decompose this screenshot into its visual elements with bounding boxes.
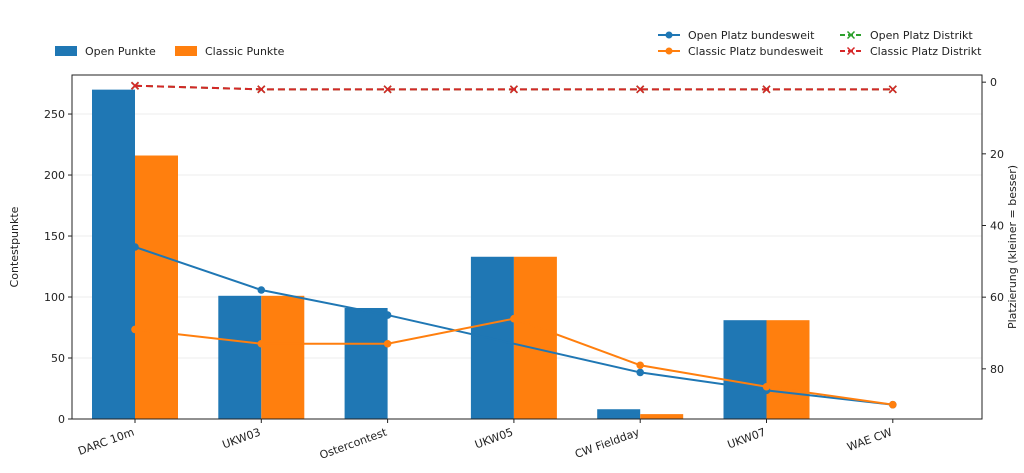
point-classic-platz-bundesweit <box>889 400 897 409</box>
point-classic-platz-bundesweit <box>131 325 139 334</box>
x-tick-label: DARC 10m <box>76 426 136 458</box>
bar-open-punkte <box>723 320 767 419</box>
point-classic-platz-distrikt <box>888 85 897 94</box>
plot-frame <box>71 74 983 420</box>
legend-swatch-open-punkte <box>55 46 77 56</box>
y2-tick-label: 60 <box>990 291 1004 304</box>
bar-open-punkte <box>218 295 262 419</box>
bar-classic-punkte <box>261 295 305 419</box>
legend-marker-classic-platz-distrikt <box>846 46 856 56</box>
bar-classic-punkte <box>513 256 557 419</box>
point-open-platz-bundesweit <box>636 368 644 377</box>
x-tick-label: CW Fieldday <box>573 425 642 461</box>
bar-open-punkte <box>92 89 135 419</box>
x-tick-label: UKW07 <box>726 426 768 452</box>
x-tick-label: UKW05 <box>473 426 515 452</box>
bar-classic-punkte <box>135 155 178 420</box>
legend-label-open-platz-distrikt: Open Platz Distrikt <box>870 29 973 42</box>
point-classic-platz-bundesweit <box>762 382 771 391</box>
point-classic-platz-distrikt <box>636 85 645 94</box>
point-open-platz-bundesweit <box>383 311 392 319</box>
legend-label-open-platz-bundesweit: Open Platz bundesweit <box>688 29 815 42</box>
point-classic-platz-distrikt <box>762 85 771 94</box>
bars <box>92 89 810 420</box>
point-classic-platz-bundesweit <box>383 339 392 348</box>
point-open-platz-bundesweit <box>257 286 266 294</box>
x-tick-label: Ostercontest <box>318 425 389 462</box>
point-classic-platz-distrikt <box>130 81 140 90</box>
y-tick-label: 250 <box>44 108 65 121</box>
x-tick-label: UKW03 <box>221 426 263 452</box>
legend-right: Open Platz bundesweit Open Platz Distrikt… <box>658 29 982 58</box>
bar-open-punkte <box>344 307 388 419</box>
bar-open-punkte <box>597 409 641 419</box>
legend-label-classic-punkte: Classic Punkte <box>205 45 285 58</box>
legend-swatch-classic-punkte <box>175 46 197 56</box>
y-axis-right: 0 20 40 60 80 <box>982 76 1004 376</box>
x-axis: DARC 10m UKW03 Ostercontest UKW05 CW Fieldda… <box>76 419 894 462</box>
y-axis-left: 0 50 100 150 200 250 <box>44 108 72 426</box>
point-classic-platz-bundesweit <box>636 361 644 370</box>
y-tick-label: 200 <box>44 169 65 182</box>
y-tick-label: 150 <box>44 230 65 243</box>
y-axis-label: Contestpunkte <box>8 206 21 287</box>
y2-tick-label: 80 <box>990 363 1004 376</box>
point-classic-platz-bundesweit <box>257 339 266 348</box>
point-classic-platz-distrikt <box>383 85 392 94</box>
point-classic-platz-bundesweit <box>510 314 518 323</box>
y2-tick-label: 40 <box>990 220 1004 233</box>
x-tick-label: WAE CW <box>845 426 894 454</box>
point-open-platz-bundesweit <box>131 243 139 251</box>
point-classic-platz-distrikt <box>509 85 518 94</box>
y-tick-label: 0 <box>58 413 65 426</box>
point-classic-platz-distrikt <box>257 85 266 94</box>
legend-marker-open-platz-distrikt <box>846 30 856 40</box>
y2-tick-label: 0 <box>990 76 997 89</box>
line-open-platz-bundesweit <box>134 246 893 406</box>
bar-classic-punkte <box>640 414 684 419</box>
legend-left: Open Punkte Classic Punkte <box>55 45 285 58</box>
legend-label-open-punkte: Open Punkte <box>85 45 156 58</box>
y2-tick-label: 20 <box>990 148 1004 161</box>
bar-classic-punkte <box>766 320 810 419</box>
y-tick-label: 50 <box>51 352 65 365</box>
legend-marker-classic-platz-bundesweit <box>665 47 673 55</box>
legend-label-classic-platz-bundesweit: Classic Platz bundesweit <box>688 45 824 58</box>
legend-marker-open-platz-bundesweit <box>665 31 673 39</box>
y-tick-label: 100 <box>44 291 65 304</box>
legend-label-classic-platz-distrikt: Classic Platz Distrikt <box>870 45 982 58</box>
y2-axis-label: Platzierung (kleiner = besser) <box>1006 165 1019 329</box>
lines <box>130 81 897 409</box>
